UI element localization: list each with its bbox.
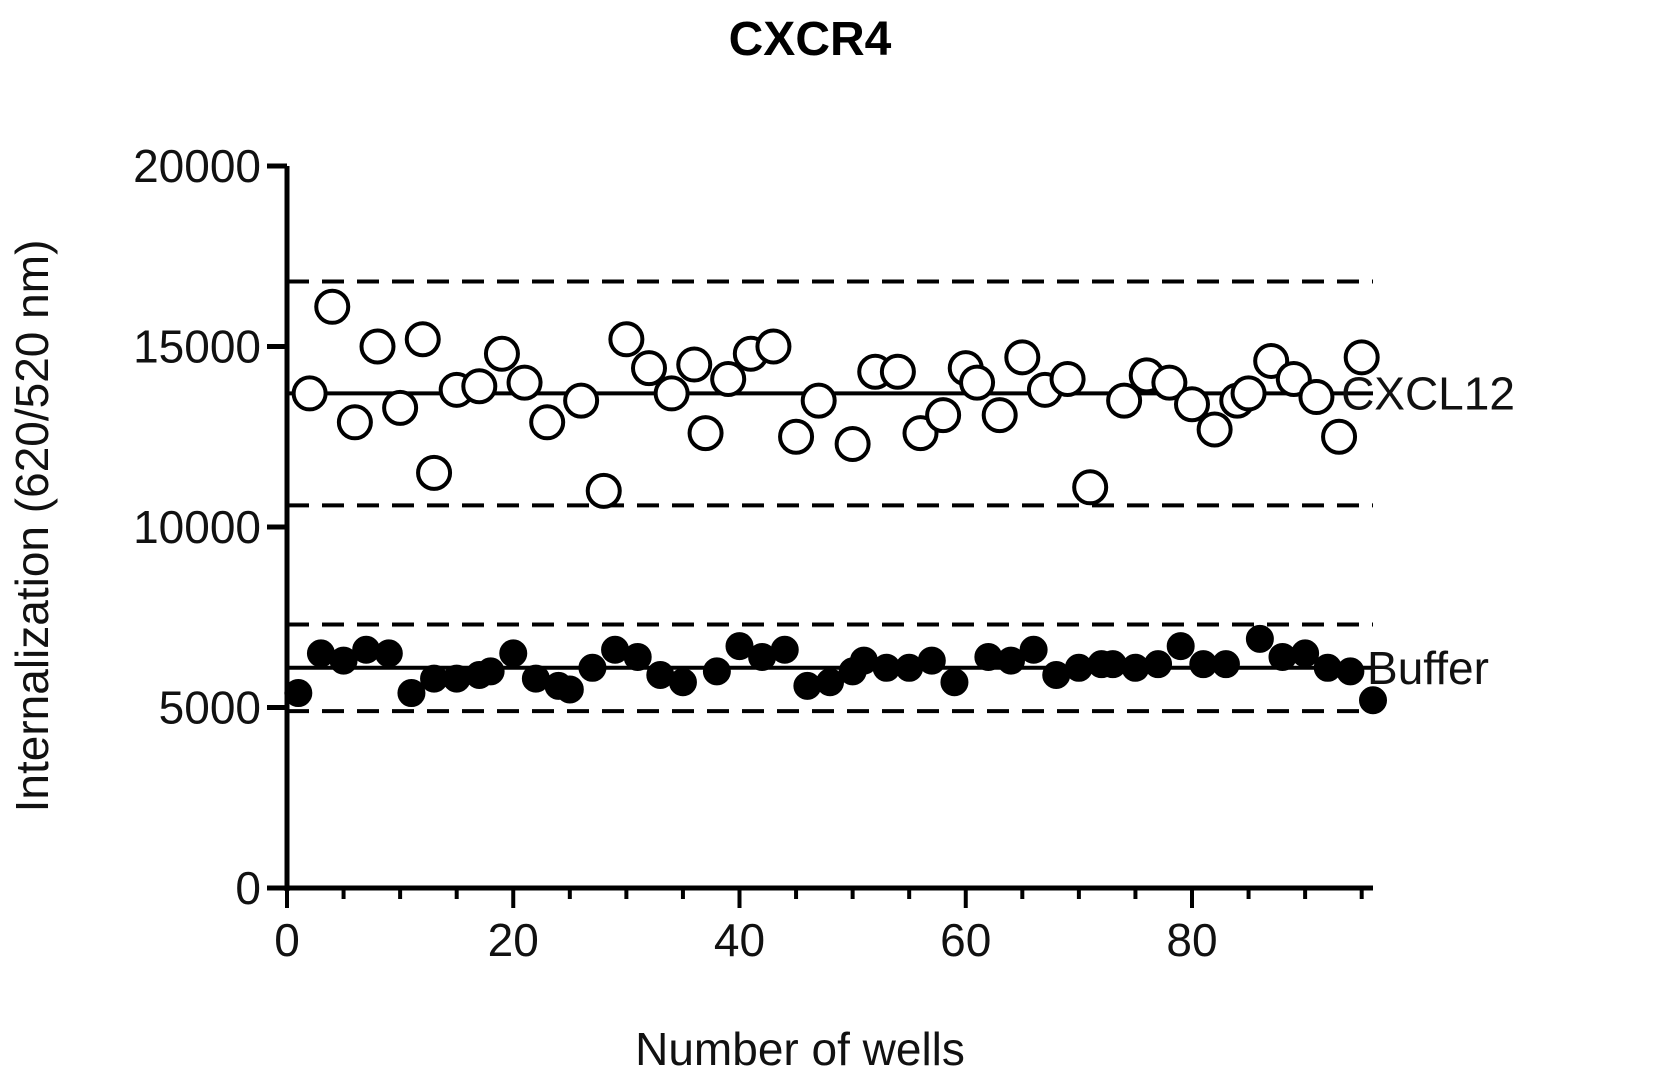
- buffer-point: [917, 646, 946, 675]
- cxcl12-point: [653, 375, 690, 412]
- cxcl12-point: [687, 415, 724, 452]
- buffer-point: [329, 646, 358, 675]
- cxcl12-point: [608, 321, 645, 358]
- buffer-series-label: Buffer: [1367, 642, 1489, 694]
- cxcl12-point: [631, 350, 667, 387]
- cxcl12-point: [1049, 360, 1086, 397]
- cxcl12-point: [981, 397, 1018, 434]
- buffer-point: [702, 657, 731, 686]
- cxcl12-point: [925, 397, 962, 434]
- buffer-point: [499, 639, 528, 668]
- x-axis-title: Number of wells: [635, 1023, 965, 1075]
- cxcl12-point: [563, 382, 600, 419]
- buffer-point: [1359, 686, 1387, 715]
- cxcl12-point: [1106, 382, 1143, 419]
- cxcl12-point: [1196, 411, 1233, 448]
- x-tick-label: 60: [940, 914, 991, 966]
- cxcl12-point: [778, 418, 815, 455]
- cxcl12-point: [1072, 469, 1109, 506]
- buffer-point: [1336, 657, 1365, 686]
- cxcl12-point: [529, 404, 566, 441]
- buffer-point: [555, 675, 584, 704]
- cxcl12-point: [336, 404, 373, 441]
- y-tick-label: 0: [235, 862, 261, 914]
- buffer-point: [1019, 635, 1048, 664]
- cxcl12-point: [1298, 379, 1335, 416]
- cxcl12-point: [416, 454, 453, 491]
- plot-area: 0 5000 10000 15000 20000 0 20 40 60 80 CXCL12 Buffe…: [133, 140, 1515, 966]
- cxcl12-point: [314, 288, 351, 325]
- cxcl12-point: [676, 346, 713, 383]
- cxcl12-point: [1343, 339, 1380, 376]
- x-tick-label: 0: [274, 914, 300, 966]
- cxcl12-point: [834, 425, 871, 462]
- cxcl12-point: [1174, 386, 1210, 423]
- cxcl12-point: [461, 368, 498, 405]
- cxcl12-point: [1321, 418, 1358, 455]
- buffer-point: [770, 635, 799, 664]
- y-axis-title: Internalization (620/520 nm): [6, 240, 58, 813]
- cxcl12-point: [710, 360, 747, 397]
- buffer-point: [997, 646, 1025, 675]
- buffer-point: [374, 639, 403, 668]
- x-tick-label: 40: [714, 914, 765, 966]
- cxcl12-point: [1151, 364, 1188, 401]
- x-tick-label: 20: [488, 914, 539, 966]
- cxcl12-point: [585, 472, 622, 509]
- cxcl12-point: [879, 353, 916, 390]
- cxcl12-point: [506, 364, 543, 401]
- cxcl12-point: [959, 364, 996, 401]
- buffer-point: [476, 657, 505, 686]
- cxcl12-point: [359, 328, 396, 365]
- cxcl12-point: [483, 335, 520, 372]
- y-tick-label: 10000: [133, 501, 261, 553]
- buffer-point: [725, 632, 754, 661]
- buffer-point: [284, 679, 313, 708]
- x-tick-label: 80: [1166, 914, 1217, 966]
- buffer-point: [816, 668, 844, 697]
- chart-title: CXCR4: [729, 13, 892, 66]
- buffer-point: [1245, 624, 1274, 653]
- buffer-point: [1144, 650, 1173, 679]
- cxcl12-point: [404, 321, 441, 358]
- buffer-point: [1166, 632, 1195, 661]
- buffer-point: [1211, 650, 1240, 679]
- cxcl12-point: [800, 382, 837, 419]
- cxcl12-point: [1230, 375, 1267, 412]
- buffer-point: [1291, 639, 1320, 668]
- cxcl12-point: [291, 375, 328, 412]
- buffer-point: [623, 642, 652, 671]
- cxcl12-series-label: CXCL12: [1341, 367, 1515, 419]
- y-tick-label: 20000: [133, 140, 261, 192]
- buffer-point: [397, 679, 426, 708]
- cxcl12-point: [755, 328, 792, 365]
- buffer-point: [940, 668, 969, 697]
- cxcl12-point: [382, 389, 419, 426]
- cxcl12-point: [1004, 339, 1041, 376]
- y-tick-label: 15000: [133, 321, 261, 373]
- y-tick-label: 5000: [159, 682, 261, 734]
- buffer-point: [578, 653, 607, 682]
- buffer-point: [668, 668, 697, 697]
